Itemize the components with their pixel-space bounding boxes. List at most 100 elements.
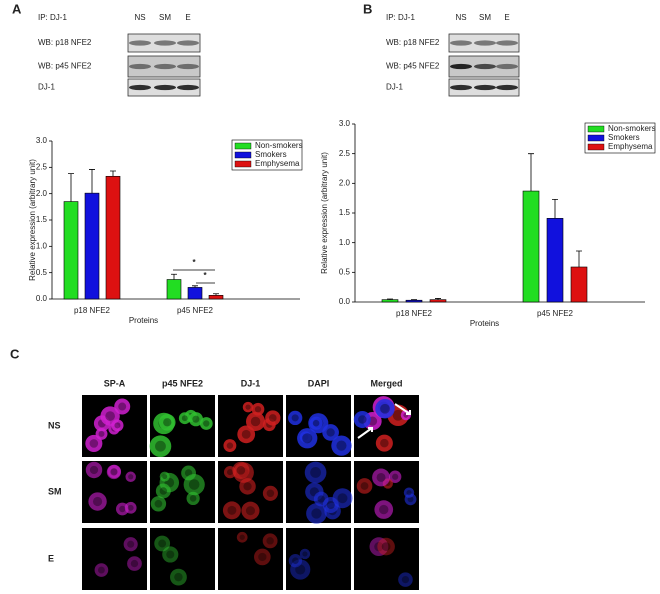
micrograph-cell [111,419,124,432]
arrow [394,403,411,415]
micrograph-cell [150,496,167,512]
error-bar [411,299,417,301]
legend-swatch [587,125,605,133]
micrograph-cell [236,531,248,543]
micrograph-cell [95,427,108,440]
micrograph-nucleus [189,495,197,502]
micrograph-nucleus [312,419,320,427]
y-tick-label: 2.5 [339,149,351,158]
legend-label: Emphysema [608,142,653,151]
blot-band [129,84,151,91]
micrograph-cell [162,546,179,563]
micrograph-cell [170,568,187,586]
error-bar [110,170,116,177]
micrograph-nucleus [374,541,384,552]
micrograph-nucleus [337,493,348,504]
blot-band [474,40,496,46]
blot-band [154,40,176,46]
bar [381,299,399,303]
micrograph-nucleus [380,403,390,414]
micrograph-nucleus [392,409,404,421]
significance-mark: * [203,271,207,280]
legend-swatch [234,142,252,150]
micrograph-nucleus [227,505,237,515]
micrograph-nucleus [317,495,325,503]
micrograph-cell [290,559,311,580]
ip-label: IP: DJ-1 [38,13,67,22]
bar [105,175,121,300]
micrograph-cell [288,410,303,426]
micrograph-nucleus [166,550,175,559]
micrograph-cell [372,468,391,487]
legend-swatch [234,160,252,168]
micrograph-nucleus [381,542,391,551]
blot-band [474,84,496,91]
micrograph-cell [356,478,373,494]
bar [570,266,588,303]
error-bar [68,173,74,202]
blot-band [177,40,199,46]
legend-label: Non-smokers [255,141,303,150]
micrograph-cell [222,501,241,520]
y-axis-label: Relative expression (arbitrary unit) [320,152,329,274]
micrograph-cell [262,485,278,501]
micrograph-cell [265,410,281,426]
blot-row-label: WB: p45 NFE2 [38,62,92,71]
micrograph-nucleus [127,504,134,511]
blot-band [496,40,518,46]
micrograph-nucleus [302,433,313,444]
micrograph-nucleus [97,566,105,574]
micrograph-nucleus [203,420,210,427]
error-bar [192,285,198,288]
micrograph-nucleus [159,487,168,495]
blot-band [450,40,472,46]
bar [187,287,203,300]
column-header: DJ-1 [241,378,261,388]
error-bar [171,273,177,280]
micrograph-nucleus [358,415,367,424]
micrograph-nucleus [236,466,246,475]
micrograph-cell [306,503,327,524]
micrograph-nucleus [154,499,163,508]
micrograph-nucleus [226,442,234,449]
blot-band [496,84,518,91]
y-axis-label: Relative expression (arbitrary unit) [28,159,37,281]
x-axis-label: Proteins [470,319,499,328]
micrograph-nucleus [181,415,188,422]
micrograph-cell [242,401,254,413]
micrograph-cell [106,464,122,480]
micrograph [150,528,215,590]
micrograph-nucleus [162,474,168,480]
error-bar [552,198,558,219]
micrograph-nucleus [118,402,127,411]
y-tick-label: 2.0 [36,189,48,198]
blot-row-label: DJ-1 [386,83,403,92]
micrograph-cell [374,500,394,519]
micrograph-cell [155,483,171,499]
micrograph-cell [85,434,103,452]
lane-label: E [185,13,190,22]
micrograph-cell [188,412,203,427]
micrograph-nucleus [268,414,277,422]
micrograph-nucleus [188,479,200,490]
row-header: E [48,553,54,563]
micrograph-nucleus [379,504,389,515]
legend-swatch [587,143,605,151]
blot-band [474,63,496,70]
error-bar [576,250,582,267]
micrograph-nucleus [155,440,166,452]
significance-mark: * [192,258,196,267]
micrograph-nucleus [239,534,245,540]
micrograph-nucleus [92,496,103,507]
micrograph-nucleus [245,506,255,516]
micrograph-nucleus [105,411,115,421]
blot-band [450,84,472,91]
micrograph-nucleus [128,474,134,480]
micrograph-cell [158,413,176,431]
blot-row-label: WB: p45 NFE2 [386,62,440,71]
micrograph-cell [251,402,265,416]
micrograph-cell [124,501,137,514]
micrograph-nucleus [127,540,135,548]
micrograph-cell [223,439,237,453]
